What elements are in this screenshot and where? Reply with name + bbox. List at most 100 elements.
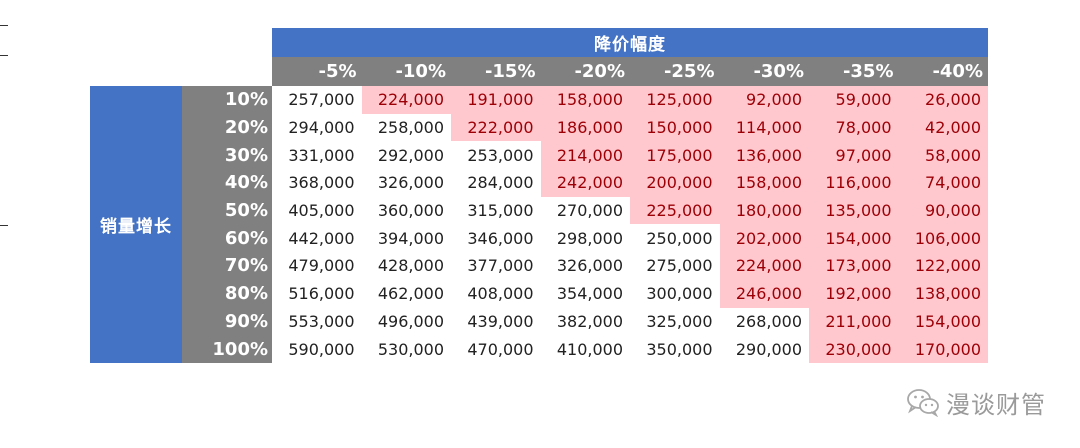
table-cell: 175,000 — [630, 141, 720, 170]
table-cell: 410,000 — [540, 335, 630, 363]
table-cell: 300,000 — [630, 279, 720, 308]
table-cell: 200,000 — [630, 169, 720, 197]
table-cell: 354,000 — [540, 279, 630, 308]
watermark: 漫谈财管 — [906, 384, 1046, 420]
table-cell: 92,000 — [719, 86, 809, 114]
table-cell: 250,000 — [630, 224, 720, 253]
table-cell: 158,000 — [540, 86, 630, 114]
table-cell: 405,000 — [272, 196, 362, 225]
wechat-logo-icon — [907, 389, 939, 417]
table-cell: 125,000 — [630, 86, 720, 114]
table-cell: 224,000 — [719, 252, 809, 280]
table-cell: 170,000 — [898, 335, 988, 363]
table-cell: 442,000 — [272, 224, 362, 253]
table-cell: 394,000 — [361, 224, 451, 253]
table-cell: 26,000 — [898, 86, 988, 114]
table-cell: 553,000 — [272, 307, 362, 336]
table-cell: 408,000 — [451, 279, 541, 308]
row-header-10: 100% — [212, 338, 268, 360]
column-header-2: -10% — [395, 61, 446, 82]
table-cell: 78,000 — [809, 113, 899, 142]
table-cell: 246,000 — [719, 279, 809, 308]
table-cell: 530,000 — [361, 335, 451, 363]
table-cell: 150,000 — [630, 113, 720, 142]
table-cell: 225,000 — [630, 196, 720, 225]
table-cell: 325,000 — [630, 307, 720, 336]
table-cell: 242,000 — [540, 169, 630, 197]
table-cell: 122,000 — [898, 252, 988, 280]
table-cell: 462,000 — [361, 279, 451, 308]
table-cell: 326,000 — [540, 252, 630, 280]
table-cell: 58,000 — [898, 141, 988, 170]
column-header-4: -20% — [574, 61, 625, 82]
table-cell: 346,000 — [451, 224, 541, 253]
column-header-3: -15% — [484, 61, 536, 82]
table-cell: 290,000 — [719, 335, 809, 363]
table-cell: 470,000 — [451, 335, 541, 363]
table-cell: 154,000 — [809, 224, 899, 253]
table-cell: 516,000 — [272, 279, 362, 308]
table-cell: 368,000 — [272, 169, 362, 197]
table-cell: 298,000 — [540, 224, 630, 253]
table-cell: 331,000 — [272, 141, 362, 170]
table-cell: 211,000 — [809, 307, 899, 336]
data-grid: 257,000 224,000 191,000 158,000 125,000 92,00… — [272, 86, 988, 363]
table-cell: 590,000 — [272, 335, 362, 363]
table-cell: 202,000 — [719, 224, 809, 253]
table-cell: 439,000 — [451, 307, 541, 336]
table-cell: 97,000 — [809, 141, 899, 170]
table-cell: 292,000 — [361, 141, 451, 170]
column-header-7: -35% — [842, 61, 894, 82]
table-cell: 154,000 — [898, 307, 988, 336]
table-cell: 377,000 — [451, 252, 541, 280]
table-cell: 192,000 — [809, 279, 899, 308]
table-cell: 428,000 — [361, 252, 451, 280]
column-group-title: 降价幅度 — [594, 35, 666, 55]
row-group-header: 销量增长 — [90, 86, 182, 363]
table-cell: 74,000 — [898, 169, 988, 197]
table-cell: 138,000 — [898, 279, 988, 308]
table-cell: 257,000 — [272, 86, 362, 114]
table-cell: 350,000 — [630, 335, 720, 363]
row-header-3: 30% — [224, 144, 268, 166]
row-header-column: 10% 20% 30% 40% 50% 60% 70% 80% 90% 100% — [182, 86, 272, 363]
row-header-5: 50% — [224, 200, 268, 222]
row-header-8: 80% — [224, 283, 268, 305]
row-header-9: 90% — [224, 310, 268, 332]
row-header-2: 20% — [224, 117, 268, 139]
margin-tick — [0, 55, 8, 56]
column-header-8: -40% — [932, 61, 983, 82]
table-cell: 116,000 — [809, 169, 899, 197]
table-cell: 284,000 — [451, 169, 541, 197]
table-cell: 294,000 — [272, 113, 362, 142]
margin-tick — [0, 25, 8, 26]
table-cell: 326,000 — [361, 169, 451, 197]
table-cell: 270,000 — [540, 196, 630, 225]
table-cell: 222,000 — [451, 113, 541, 142]
row-header-6: 60% — [224, 227, 268, 249]
table-cell: 496,000 — [361, 307, 451, 336]
table-cell: 106,000 — [898, 224, 988, 253]
table-cell: 180,000 — [719, 196, 809, 225]
table-cell: 275,000 — [630, 252, 720, 280]
row-group-title: 销量增长 — [100, 217, 172, 237]
table-cell: 173,000 — [809, 252, 899, 280]
table-cell: 90,000 — [898, 196, 988, 225]
table-cell: 158,000 — [719, 169, 809, 197]
table-cell: 253,000 — [451, 141, 541, 170]
row-header-7: 70% — [224, 255, 268, 277]
column-header-row: -5% -10% -15% -20% -25% -30% -35% -40% — [272, 57, 988, 86]
column-header-1: -5% — [318, 61, 357, 82]
table-cell: 258,000 — [361, 113, 451, 142]
table-cell: 114,000 — [719, 113, 809, 142]
row-header-1: 10% — [224, 89, 268, 111]
table-cell: 315,000 — [451, 196, 541, 225]
column-header-6: -30% — [753, 61, 804, 82]
column-group-header: 降价幅度 — [272, 28, 988, 57]
table-cell: 230,000 — [809, 335, 899, 363]
table-cell: 224,000 — [361, 86, 451, 114]
table-cell: 186,000 — [540, 113, 630, 142]
row-header-4: 40% — [224, 172, 268, 194]
table-cell: 214,000 — [540, 141, 630, 170]
